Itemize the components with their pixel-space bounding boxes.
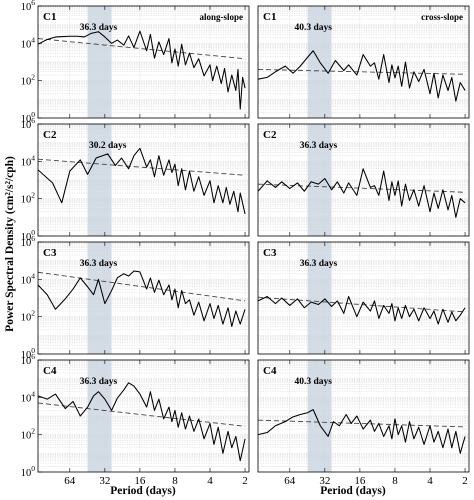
panel-c1-left: C1 36.3 days along-slope 100 102 104 106 xyxy=(21,0,250,125)
spectrum-series xyxy=(258,409,466,454)
highlight-band xyxy=(87,6,112,118)
panel-frame xyxy=(257,241,470,355)
panel-frame xyxy=(257,123,470,237)
panel-frame xyxy=(37,241,250,355)
x-tick-label: 8 xyxy=(392,475,398,487)
y-tick-label: 102 xyxy=(21,309,36,324)
x-tick-label: 16 xyxy=(354,475,366,487)
y-tick-label: 100 xyxy=(21,464,36,479)
panel-frame xyxy=(257,359,470,473)
highlight-band xyxy=(87,360,112,472)
panel-c2-left: C2 30.2 days 100 102 104 106 xyxy=(21,116,250,243)
y-tick-label: 106 xyxy=(21,234,36,249)
trend-line xyxy=(258,68,466,75)
x-tick-label: 2 xyxy=(242,475,248,487)
panel-frame xyxy=(37,359,250,473)
trend-line xyxy=(38,158,246,176)
spectrum-series xyxy=(38,270,246,327)
station-label: C2 xyxy=(263,129,277,141)
component-label: along-slope xyxy=(199,12,243,22)
spectrum-series xyxy=(38,30,246,110)
trend-line xyxy=(258,183,466,193)
spectrum-series xyxy=(258,50,466,102)
station-label: C4 xyxy=(43,365,57,377)
peak-period-label: 36.3 days xyxy=(80,23,118,33)
highlight-band xyxy=(307,360,332,472)
panel-frame xyxy=(257,5,470,119)
peak-period-label: 40.3 days xyxy=(294,377,332,387)
x-tick-label: 64 xyxy=(64,475,76,487)
panel-c4-right: C4 40.3 days 64 32 16 8 4 2 xyxy=(257,359,470,487)
trend-line xyxy=(258,419,466,428)
spectrum-series xyxy=(38,382,246,462)
station-label: C3 xyxy=(263,247,277,259)
panel-c2-right: C2 36.3 days xyxy=(257,123,470,237)
x-tick-label: 2 xyxy=(462,475,468,487)
y-tick-label: 106 xyxy=(21,352,36,367)
x-tick-label: 4 xyxy=(427,475,433,487)
x-axis-title-right: Period (days) xyxy=(320,485,386,497)
station-label: C3 xyxy=(43,247,57,259)
y-tick-label: 102 xyxy=(21,427,36,442)
panel-c1-right: C1 40.3 days cross-slope xyxy=(257,5,470,119)
x-tick-label: 8 xyxy=(172,475,178,487)
peak-period-label: 36.3 days xyxy=(80,377,118,387)
y-tick-label: 100 xyxy=(21,346,36,361)
trend-line xyxy=(258,296,466,313)
peak-period-label: 36.3 days xyxy=(80,259,118,269)
component-label: cross-slope xyxy=(421,12,463,22)
peak-period-label: 40.3 days xyxy=(294,23,332,33)
spectrum-series xyxy=(38,147,246,215)
panel-frame xyxy=(37,123,250,237)
station-label: C2 xyxy=(43,129,57,141)
y-tick-label: 104 xyxy=(21,389,36,404)
y-tick-label: 104 xyxy=(21,153,36,168)
highlight-band xyxy=(87,242,112,354)
x-tick-label: 64 xyxy=(284,475,296,487)
station-label: C1 xyxy=(263,11,276,23)
panel-c4-left: C4 36.3 days 100 102 104 106 64 32 16 8 4 2 xyxy=(21,352,250,487)
x-tick-label: 16 xyxy=(134,475,146,487)
panel-c3-left: C3 36.3 days 100 102 104 106 xyxy=(21,234,250,361)
trend-line xyxy=(38,38,246,60)
panels-layer: C1 36.3 days along-slope 100 102 104 106 C1 40.3… xyxy=(21,0,470,487)
peak-period-label: 36.3 days xyxy=(300,141,338,151)
x-axis-title-left: Period (days) xyxy=(110,485,176,497)
station-label: C1 xyxy=(43,11,56,23)
y-tick-label: 100 xyxy=(21,110,36,125)
panel-c3-right: C3 36.3 days xyxy=(257,241,470,355)
highlight-band xyxy=(87,124,112,236)
y-tick-label: 106 xyxy=(21,0,36,13)
x-tick-label: 32 xyxy=(99,475,110,487)
y-axis-title: Power Spectral Density (cm²/s²/cph) xyxy=(4,156,16,332)
spectrum-series xyxy=(258,168,466,218)
y-tick-label: 102 xyxy=(21,73,36,88)
peak-period-label: 30.2 days xyxy=(89,141,127,151)
x-tick-label: 4 xyxy=(207,475,213,487)
x-tick-label: 32 xyxy=(319,475,330,487)
panel-frame xyxy=(37,5,250,119)
trend-line xyxy=(38,271,246,302)
trend-line xyxy=(38,402,246,427)
y-tick-label: 104 xyxy=(21,35,36,50)
peak-period-label: 36.3 days xyxy=(300,259,338,269)
highlight-band xyxy=(307,124,332,236)
y-tick-label: 100 xyxy=(21,228,36,243)
y-tick-label: 104 xyxy=(21,271,36,286)
y-tick-label: 106 xyxy=(21,116,36,131)
y-tick-label: 102 xyxy=(21,191,36,206)
station-label: C4 xyxy=(263,365,277,377)
highlight-band xyxy=(307,242,332,354)
spectrum-series xyxy=(258,295,466,325)
